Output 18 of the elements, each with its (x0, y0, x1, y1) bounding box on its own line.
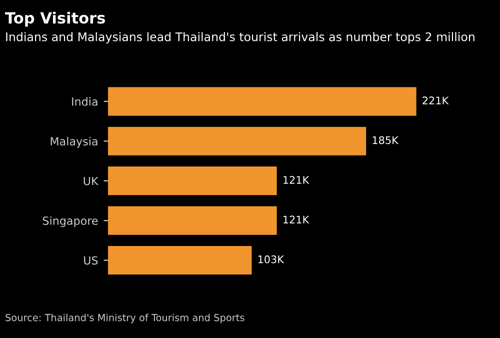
y-tick-label: Singapore (42, 216, 98, 228)
chart-title: Top Visitors (5, 12, 105, 27)
y-tick-label: UK (84, 176, 99, 186)
y-tick-label: India (72, 97, 98, 106)
data-label: 185K (372, 136, 399, 144)
bar (108, 166, 277, 196)
y-tick-label: Malaysia (50, 136, 98, 148)
bar (108, 206, 277, 235)
data-label: 103K (258, 255, 284, 264)
bar (108, 246, 252, 275)
bar (108, 87, 416, 116)
data-label: 121K (284, 176, 310, 184)
source-note: Source: Thailand's Ministry of Tourism and Sports (6, 314, 244, 324)
y-tick-label: US (84, 256, 98, 265)
bar (108, 126, 366, 156)
data-label: 221K (422, 96, 449, 104)
data-label: 121K (284, 216, 310, 224)
chart-subtitle: Indians and Malaysians lead Thailand's tourist arrivals as number tops 2 million (6, 32, 474, 44)
